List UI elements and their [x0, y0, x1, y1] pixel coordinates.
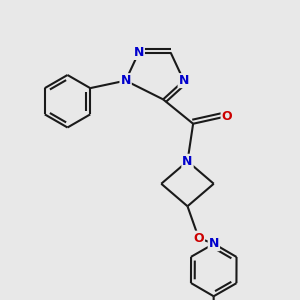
Text: N: N	[134, 46, 144, 59]
Text: O: O	[194, 232, 204, 244]
Text: N: N	[209, 237, 219, 250]
Text: N: N	[120, 74, 131, 87]
Text: N: N	[178, 74, 189, 87]
Text: N: N	[182, 155, 193, 168]
Text: O: O	[222, 110, 232, 123]
